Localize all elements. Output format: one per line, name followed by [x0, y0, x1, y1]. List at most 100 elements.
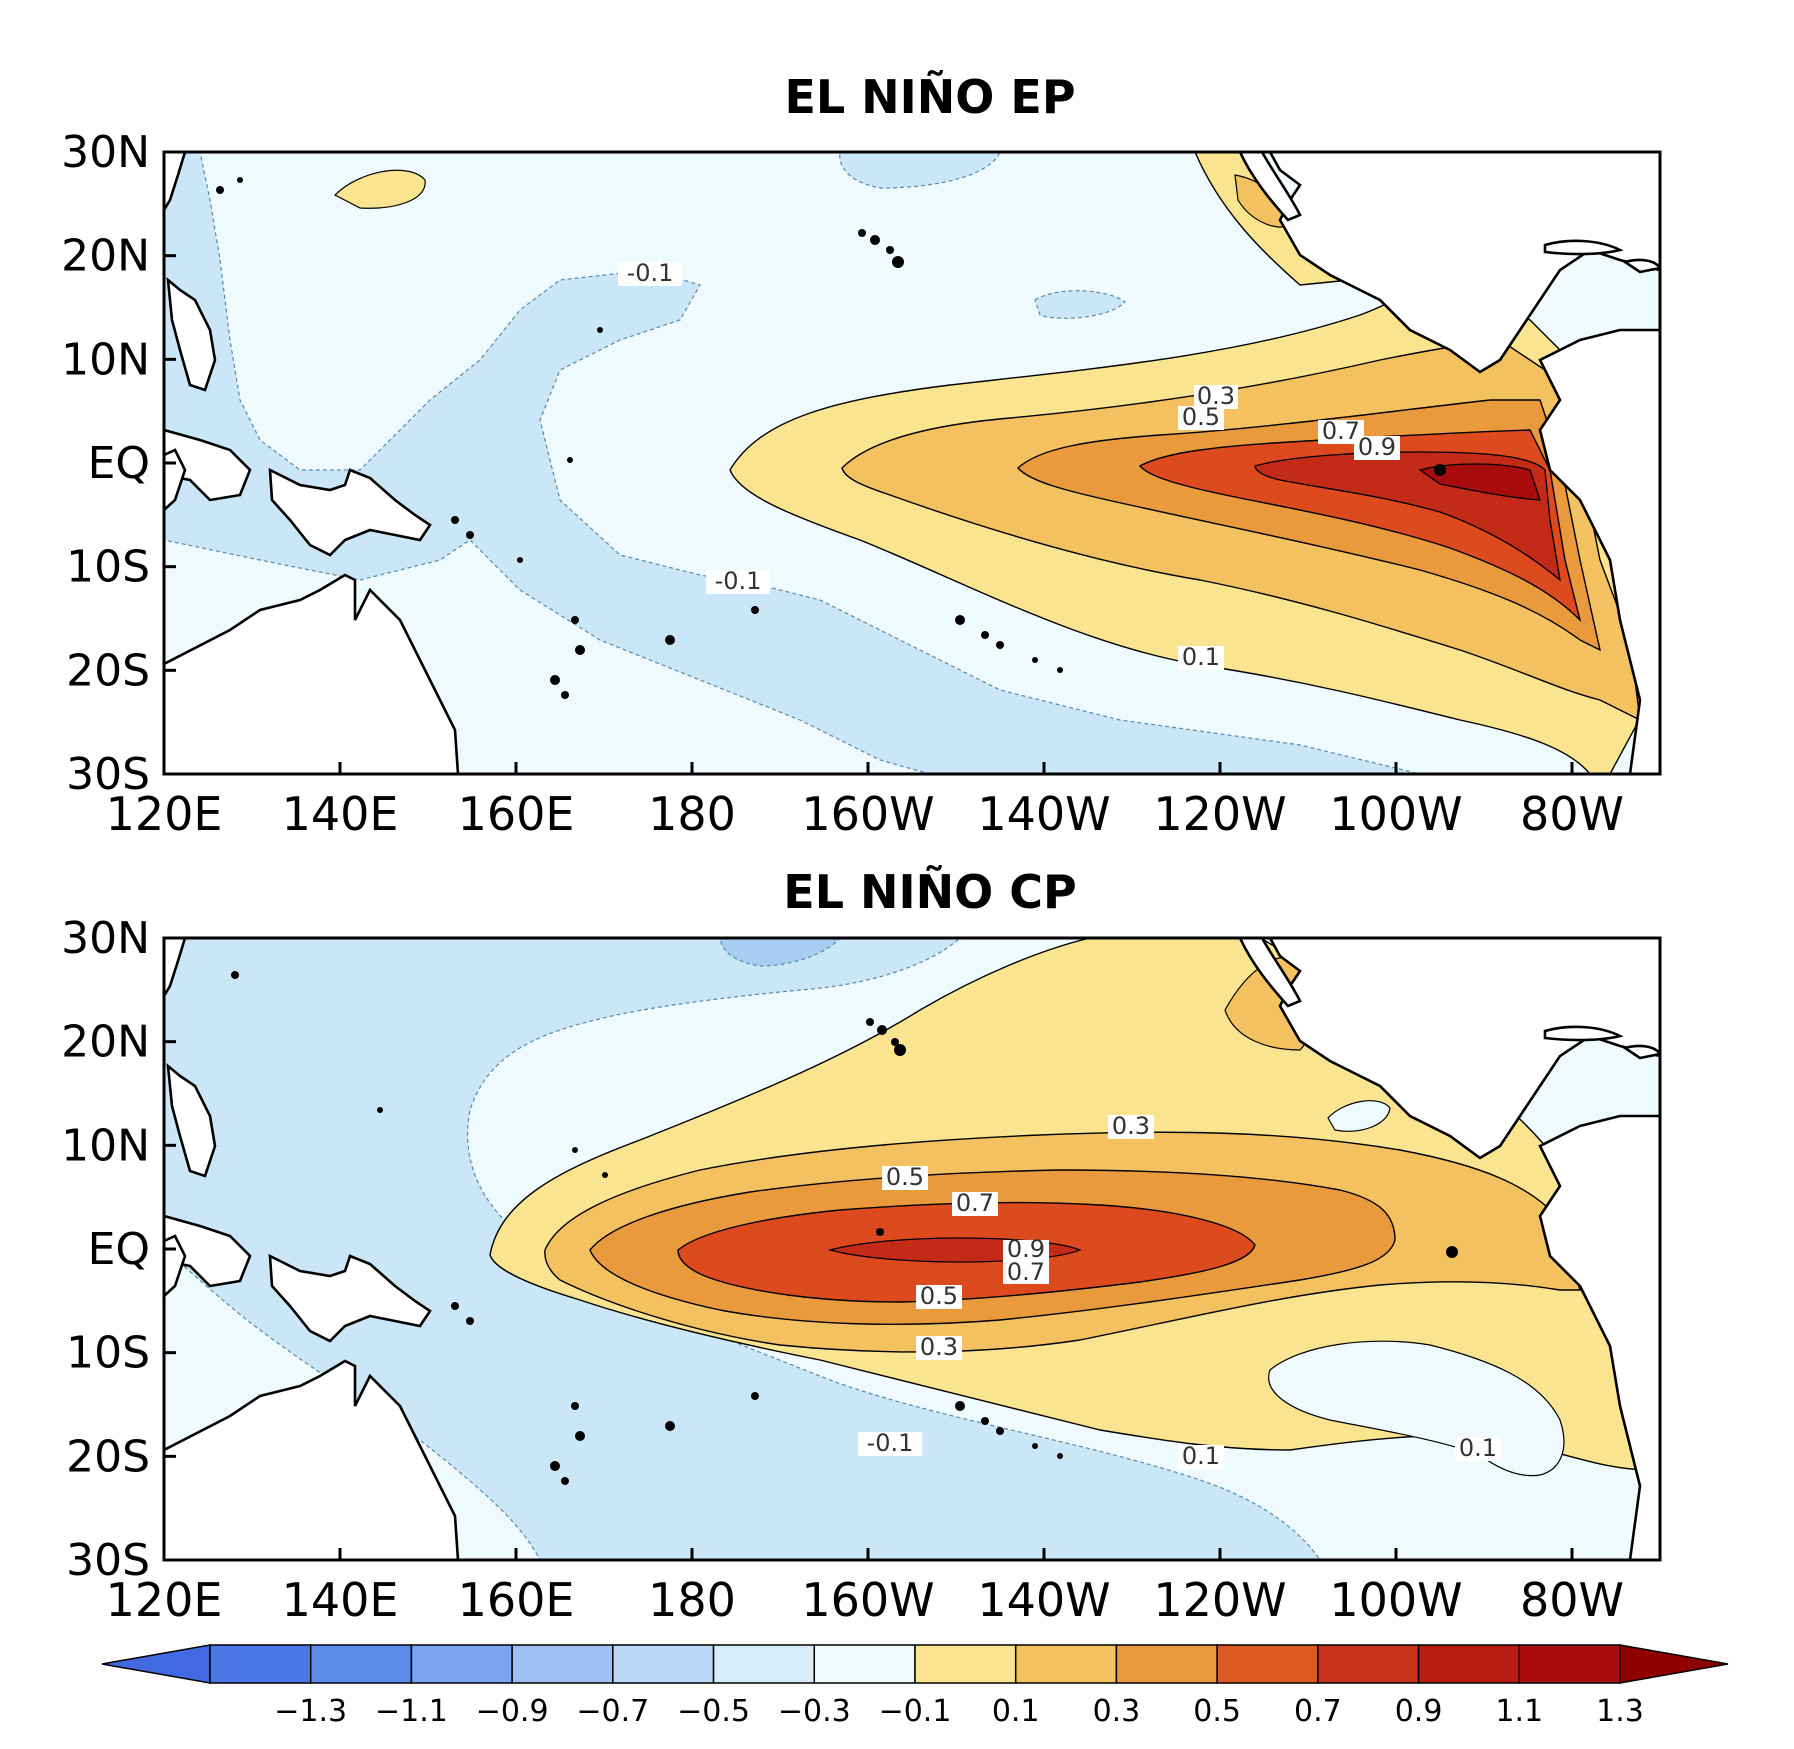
label-bg [1194, 385, 1238, 409]
colorbar-tick-label: 1.3 [1596, 1694, 1644, 1729]
x-tick-label: 180 [648, 787, 736, 841]
new-guinea-land [268, 467, 432, 557]
south-america-land [1538, 328, 1660, 774]
label-bg [1354, 436, 1400, 460]
island [602, 1172, 608, 1178]
colorbar-arrow-low [101, 1644, 211, 1684]
island [567, 457, 573, 463]
island [377, 1107, 383, 1113]
land-masses [164, 152, 1660, 774]
contour-fill-0.1-nw [333, 169, 426, 209]
y-tick-label: 10N [61, 1120, 150, 1171]
colorbar-swatch [511, 1644, 614, 1684]
colorbar-swatch [1317, 1644, 1420, 1684]
hispaniola-land [1621, 258, 1660, 274]
y-tick-label: 30S [66, 1535, 150, 1586]
contour-label: 0.9 [1007, 1235, 1045, 1263]
label-bg [952, 1192, 998, 1216]
y-tick-label: 30N [61, 127, 150, 178]
colorbar-tick-label: 0.9 [1395, 1694, 1443, 1729]
island [996, 641, 1004, 649]
label-bg [916, 1336, 962, 1360]
contour-label: 0.3 [1197, 382, 1235, 410]
island [237, 177, 243, 183]
island [216, 186, 224, 194]
label-bg [1178, 1445, 1224, 1469]
australia-land [164, 573, 460, 774]
negative-patch-north [719, 938, 841, 967]
panel-cp-axes: 120E 140E 160E 180 160W 140W 120W 100W 80W 30N 20N… [61, 913, 1624, 1627]
colorbar-swatch [1518, 1644, 1621, 1684]
contour-label: 0.1 [1182, 1442, 1220, 1470]
island [955, 1401, 965, 1411]
australia-land [164, 1359, 460, 1560]
label-bg [858, 1432, 922, 1456]
panel-ep-axes: 120E 140E 160E 180 160W 140W 120W 100W 80W 30N 20N… [61, 127, 1624, 841]
island [1032, 1443, 1038, 1449]
island [561, 691, 569, 699]
x-tick-label: 140W [977, 787, 1110, 841]
island [866, 1018, 874, 1026]
asia-land [164, 152, 187, 213]
island [981, 1417, 989, 1425]
panel-cp-field: 0.3 0.5 0.7 0.9 0.7 0.5 0.3 -0.1 [164, 938, 1660, 1560]
island [876, 1228, 884, 1236]
contour-label: 0.5 [1182, 403, 1220, 431]
island [517, 557, 523, 563]
colorbar-tick-label: −0.9 [476, 1694, 549, 1729]
island [981, 631, 989, 639]
island [1032, 657, 1038, 663]
x-tick-label: 120W [1153, 787, 1286, 841]
label-bg [882, 1166, 928, 1190]
island [231, 971, 239, 979]
x-tick-label: 160E [458, 787, 575, 841]
contour-label: 0.7 [956, 1189, 994, 1217]
island [451, 516, 459, 524]
island [571, 616, 579, 624]
label-bg [1108, 1115, 1154, 1139]
y-tick-label: EQ [88, 438, 150, 489]
contour-label: 0.7 [1007, 1258, 1045, 1286]
colorbar-tick-label: −0.3 [778, 1694, 851, 1729]
negative-anomaly-region [164, 152, 1421, 774]
asia-land [164, 938, 187, 999]
land-masses [164, 938, 1660, 1560]
hawaiian-islands [866, 1018, 906, 1056]
x-tick-label: 120E [106, 787, 223, 841]
colorbar: −1.3 −1.1 −0.9 −0.7 −0.5 −0.3 −0.1 0.1 0.3 0.5 0.7… [101, 1644, 1729, 1729]
contour-label: 0.1 [1182, 643, 1220, 671]
contour-label: 0.5 [920, 1282, 958, 1310]
y-tick-label: 10S [66, 1328, 150, 1379]
label-bg [916, 1285, 962, 1309]
island [955, 615, 965, 625]
y-tick-label: 20N [61, 231, 150, 282]
contour-label: -0.1 [627, 259, 674, 287]
colorbar-tick-label: 0.3 [1093, 1694, 1141, 1729]
y-tick-label: 20S [66, 1431, 150, 1482]
island [665, 1421, 675, 1431]
island [561, 1477, 569, 1485]
contour-fill-1.1 [1418, 463, 1541, 501]
label-bg [706, 570, 770, 594]
colorbar-swatch [309, 1644, 413, 1684]
x-tick-label: 80W [1520, 787, 1624, 841]
colorbar-tick-label: −1.3 [274, 1694, 347, 1729]
label-bg [1178, 406, 1224, 430]
island [1057, 667, 1063, 673]
borneo-land [164, 1234, 187, 1298]
colorbar-swatch [209, 1644, 312, 1684]
x-tick-label: 140E [282, 787, 399, 841]
panel-title-cp: EL NIÑO CP [783, 865, 1077, 919]
island [575, 1431, 585, 1441]
y-tick-label: 20N [61, 1017, 150, 1068]
island [751, 606, 759, 614]
island [550, 1461, 560, 1471]
panel-ep-field: 0.3 0.5 0.7 0.9 -0.1 -0.1 0.1 [164, 152, 1660, 774]
x-tick-label: 80W [1520, 1573, 1624, 1627]
colorbar-swatch [1417, 1644, 1521, 1684]
pacific-islands [216, 177, 1446, 699]
contour-labels-cp: 0.3 0.5 0.7 0.9 0.7 0.5 0.3 -0.1 [858, 1112, 1501, 1470]
y-tick-label: 20S [66, 645, 150, 696]
label-bg [618, 262, 682, 286]
